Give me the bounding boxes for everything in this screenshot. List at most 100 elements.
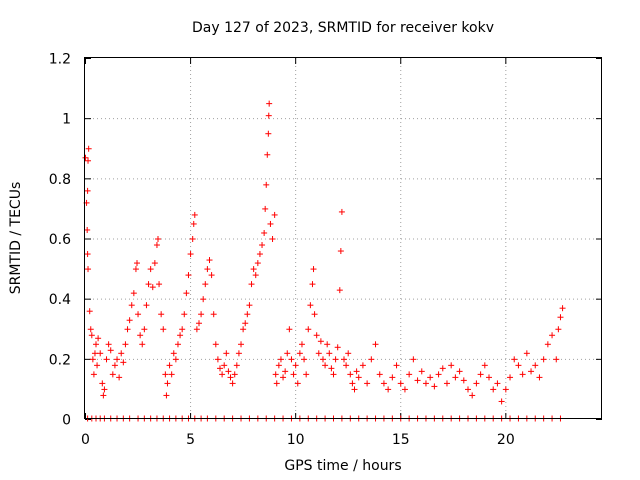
data-point: [88, 332, 95, 339]
data-points: [82, 100, 566, 422]
data-point: [334, 344, 341, 351]
data-point: [303, 371, 310, 378]
data-point: [519, 371, 526, 378]
data-point: [126, 317, 133, 324]
data-point: [536, 374, 543, 381]
data-point: [163, 392, 170, 399]
data-point: [266, 100, 273, 107]
data-point: [193, 326, 200, 333]
plot-frame: [84, 57, 602, 419]
data-point: [345, 350, 352, 357]
data-point: [264, 151, 271, 158]
data-point: [265, 112, 272, 119]
data-point: [317, 338, 324, 345]
data-point: [328, 365, 335, 372]
data-point: [130, 290, 137, 297]
data-point: [95, 335, 102, 342]
data-point: [540, 356, 547, 363]
data-point: [225, 368, 232, 375]
x-tick-label: 15: [392, 432, 410, 448]
data-point: [557, 314, 564, 321]
data-point: [111, 362, 118, 369]
data-point: [481, 362, 488, 369]
data-point: [326, 350, 333, 357]
x-tick-label: 0: [81, 432, 90, 448]
data-point: [235, 350, 242, 357]
y-tick-label: 0.4: [49, 292, 71, 308]
data-point: [109, 371, 116, 378]
data-point: [189, 236, 196, 242]
y-axis-label: SRMTID / TECUs: [8, 182, 24, 295]
data-point: [511, 356, 518, 363]
axis-ticks: 0 0.2 0.4 0.6 0.8 1 1.2 0 5 10 15 20: [49, 52, 602, 448]
data-point: [305, 326, 312, 333]
data-point: [90, 371, 97, 378]
data-point: [272, 371, 279, 378]
data-point: [427, 374, 434, 381]
data-point: [336, 287, 343, 294]
data-point: [252, 272, 259, 279]
data-point: [271, 211, 278, 218]
data-point: [324, 341, 331, 348]
data-point: [406, 371, 413, 378]
data-point: [254, 260, 261, 267]
y-tick-label: 1.2: [49, 52, 71, 68]
data-point: [85, 157, 92, 164]
data-point: [393, 362, 400, 369]
data-point: [301, 356, 308, 363]
data-point: [82, 154, 89, 161]
data-point: [221, 362, 228, 369]
data-point: [94, 362, 101, 369]
data-point: [298, 341, 305, 348]
data-point: [170, 350, 177, 357]
data-point: [204, 266, 211, 273]
data-point: [528, 368, 535, 375]
data-point: [238, 341, 245, 348]
data-point: [486, 374, 493, 381]
data-point: [233, 362, 240, 369]
data-point: [206, 257, 213, 264]
data-point: [174, 341, 181, 348]
data-point: [296, 350, 303, 357]
data-point: [128, 302, 135, 309]
data-point: [456, 368, 463, 375]
data-point: [452, 374, 459, 381]
data-point: [347, 371, 354, 378]
data-point: [162, 371, 169, 378]
data-point: [431, 383, 438, 390]
data-point: [307, 302, 314, 309]
data-point: [435, 371, 442, 378]
data-point: [319, 356, 326, 363]
data-point: [351, 386, 358, 393]
data-point: [99, 380, 106, 387]
data-point: [172, 356, 179, 363]
data-point: [160, 326, 167, 333]
data-point: [166, 362, 173, 369]
data-point: [86, 308, 93, 315]
data-point: [101, 386, 108, 393]
data-point: [359, 362, 366, 369]
data-point: [122, 341, 129, 348]
data-point: [555, 326, 562, 333]
data-point: [89, 356, 96, 363]
data-point: [473, 380, 480, 387]
data-point: [120, 359, 127, 366]
data-point: [439, 365, 446, 372]
data-point: [523, 350, 530, 357]
data-point: [267, 220, 274, 227]
data-point: [490, 386, 497, 393]
data-point: [477, 371, 484, 378]
data-point: [84, 226, 91, 233]
data-point: [280, 374, 287, 381]
data-point: [464, 386, 471, 393]
data-point: [181, 311, 188, 318]
data-point: [223, 350, 230, 357]
data-point: [349, 380, 356, 387]
data-point: [292, 362, 299, 369]
data-point: [311, 311, 318, 318]
data-point: [191, 211, 198, 218]
data-point: [244, 311, 251, 318]
data-point: [219, 371, 226, 378]
data-point: [286, 326, 293, 333]
